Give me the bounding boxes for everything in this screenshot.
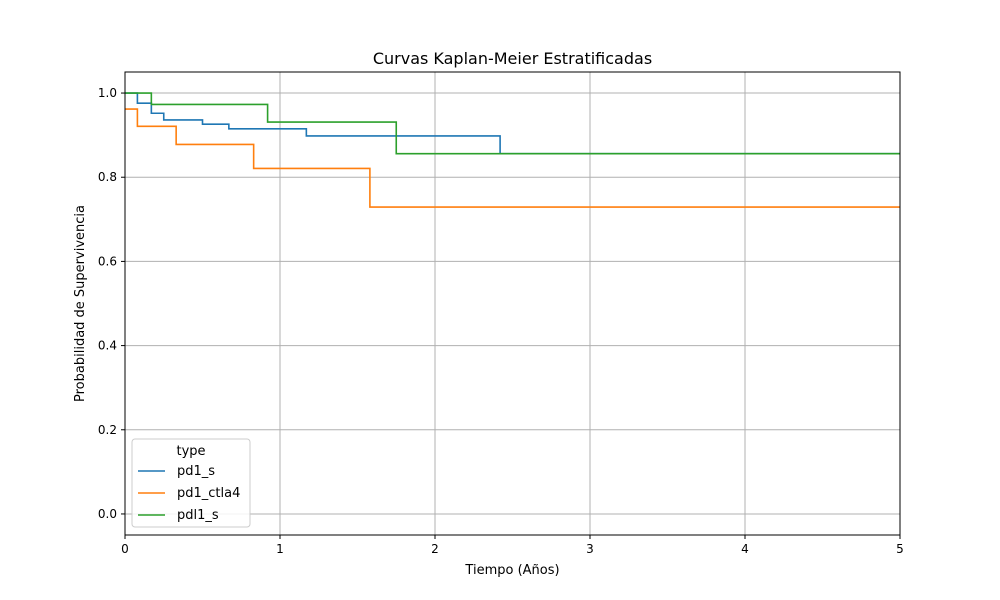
chart-title: Curvas Kaplan-Meier Estratificadas	[373, 49, 652, 68]
legend-label-pd1_s: pd1_s	[177, 464, 215, 479]
plot-frame	[124, 71, 901, 536]
x-tick-label: 4	[741, 542, 749, 556]
legend-label-pdl1_s: pdl1_s	[177, 508, 219, 523]
x-axis-label: Tiempo (Años)	[464, 563, 559, 578]
x-axis-ticks: 0 1 2 3 4 5	[121, 535, 904, 556]
legend: type pd1_s pd1_ctla4 pdl1_s	[131, 438, 251, 528]
y-tick-label: 0.6	[98, 254, 117, 268]
y-tick-label: 0.2	[98, 423, 117, 437]
series-line-pd1_ctla4	[125, 108, 900, 208]
series-line-pd1_s	[125, 92, 900, 155]
y-tick-label: 0.0	[98, 507, 117, 521]
legend-entries: pd1_s pd1_ctla4 pdl1_s	[138, 464, 240, 523]
x-tick-label: 1	[276, 542, 284, 556]
series-line-pdl1_s	[125, 92, 900, 155]
y-tick-label: 0.8	[98, 170, 117, 184]
x-tick-label: 5	[896, 542, 904, 556]
y-axis-ticks: 0.0 0.2 0.4 0.6 0.8 1.0	[98, 86, 125, 521]
legend-box	[131, 438, 251, 528]
series-lines	[125, 92, 900, 208]
y-tick-label: 1.0	[98, 86, 117, 100]
legend-title: type	[176, 444, 205, 459]
y-axis-label: Probabilidad de Supervivencia	[73, 205, 88, 402]
x-tick-label: 3	[586, 542, 594, 556]
legend-label-pd1_ctla4: pd1_ctla4	[177, 486, 240, 501]
x-tick-label: 0	[121, 542, 129, 556]
y-tick-label: 0.4	[98, 339, 117, 353]
x-tick-label: 2	[431, 542, 439, 556]
